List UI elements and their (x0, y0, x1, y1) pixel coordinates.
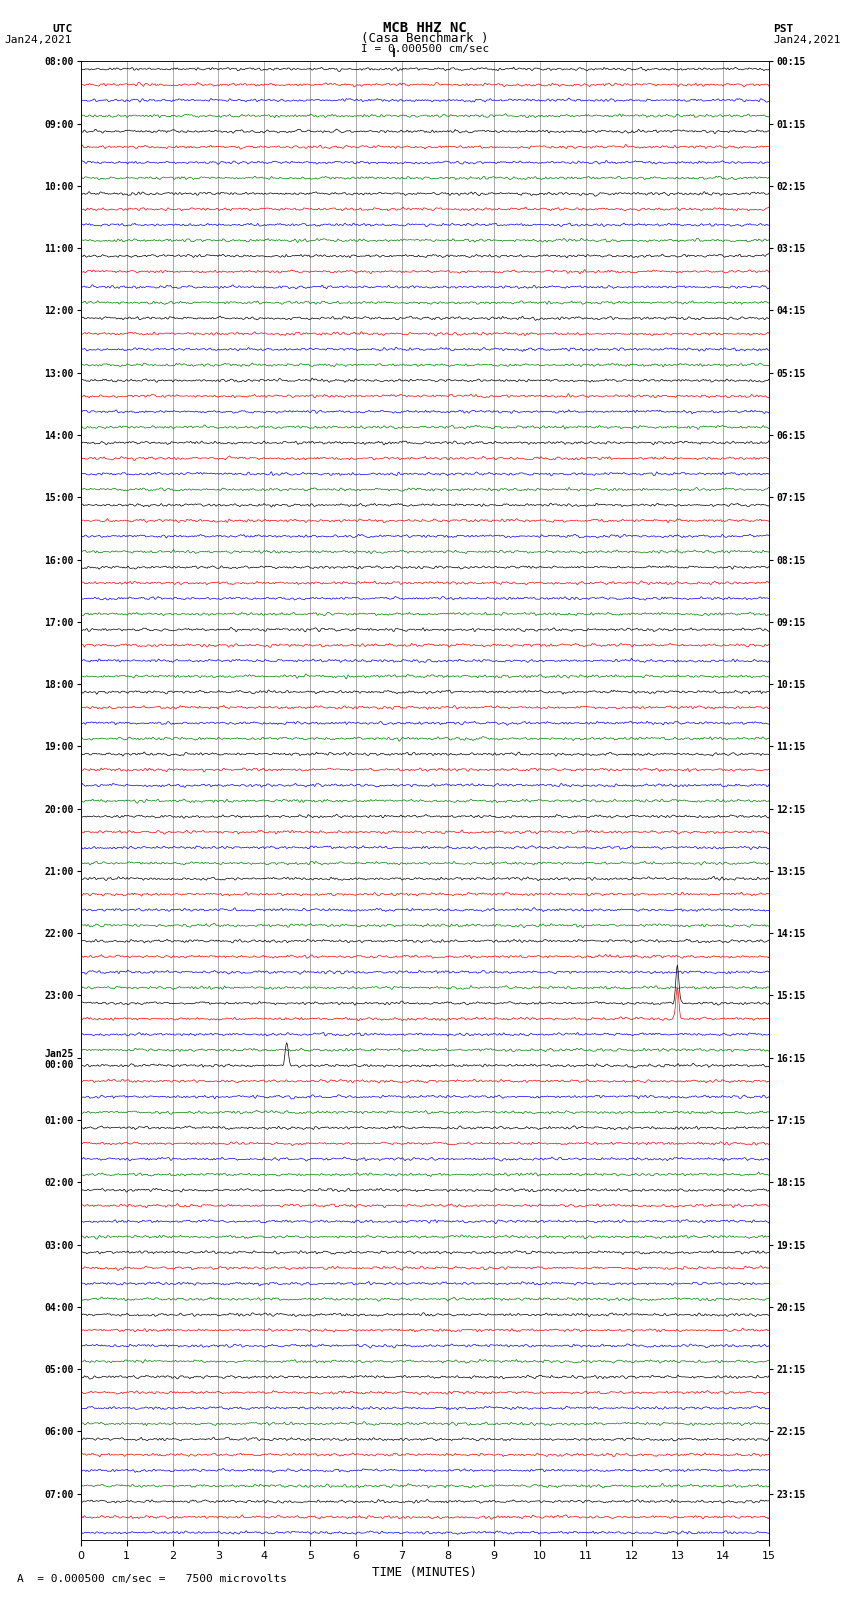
Text: I = 0.000500 cm/sec: I = 0.000500 cm/sec (361, 44, 489, 53)
Text: Jan24,2021: Jan24,2021 (774, 35, 841, 45)
Text: UTC: UTC (52, 24, 72, 34)
Text: A  = 0.000500 cm/sec =   7500 microvolts: A = 0.000500 cm/sec = 7500 microvolts (17, 1574, 287, 1584)
Text: MCB HHZ NC: MCB HHZ NC (383, 21, 467, 35)
Text: Jan24,2021: Jan24,2021 (5, 35, 72, 45)
Text: (Casa Benchmark ): (Casa Benchmark ) (361, 32, 489, 45)
X-axis label: TIME (MINUTES): TIME (MINUTES) (372, 1566, 478, 1579)
Text: PST: PST (774, 24, 794, 34)
